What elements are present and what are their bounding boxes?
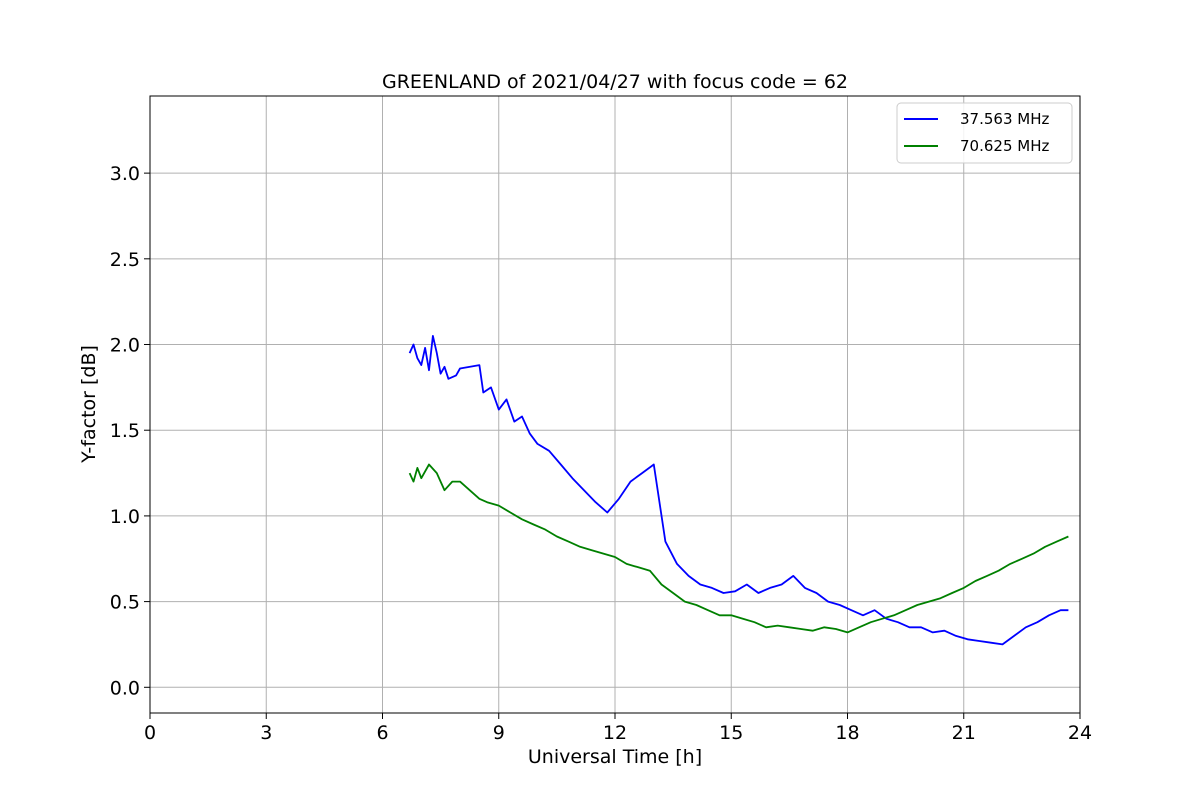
series-line-2: [408, 463, 1069, 634]
series-line-1: [408, 335, 1069, 646]
legend: 37.563 MHz 70.625 MHz: [896, 102, 1073, 164]
x-tick-label: 9: [493, 722, 505, 744]
y-tick-label: 0.5: [110, 592, 140, 614]
legend-label-2: 70.625 MHz: [960, 137, 1049, 155]
x-tick-label: 15: [719, 722, 743, 744]
y-tick-label: 3.0: [110, 163, 140, 185]
tick-layer: 0 3 6 9 12 15 18 21 24 0.0 0.5 1.0 1.5 2.0 2.5 3.0: [110, 163, 1092, 744]
series-layer: [408, 335, 1069, 646]
x-axis-label: Universal Time [h]: [528, 746, 702, 768]
x-tick-label: 18: [835, 722, 859, 744]
y-tick-label: 1.5: [110, 420, 140, 442]
x-tick-label: 21: [952, 722, 976, 744]
chart-title: GREENLAND of 2021/04/27 with focus code …: [382, 71, 848, 93]
x-tick-label: 3: [260, 722, 272, 744]
y-tick-label: 2.5: [110, 249, 140, 271]
y-tick-label: 2.0: [110, 335, 140, 357]
x-tick-label: 6: [376, 722, 388, 744]
y-tick-label: 1.0: [110, 506, 140, 528]
y-tick-label: 0.0: [110, 677, 140, 699]
x-tick-label: 24: [1068, 722, 1092, 744]
legend-box: [896, 102, 1073, 164]
x-tick-label: 0: [144, 722, 156, 744]
y-axis-label: Y-factor [dB]: [78, 345, 100, 464]
x-tick-label: 12: [603, 722, 627, 744]
legend-label-1: 37.563 MHz: [960, 110, 1049, 128]
